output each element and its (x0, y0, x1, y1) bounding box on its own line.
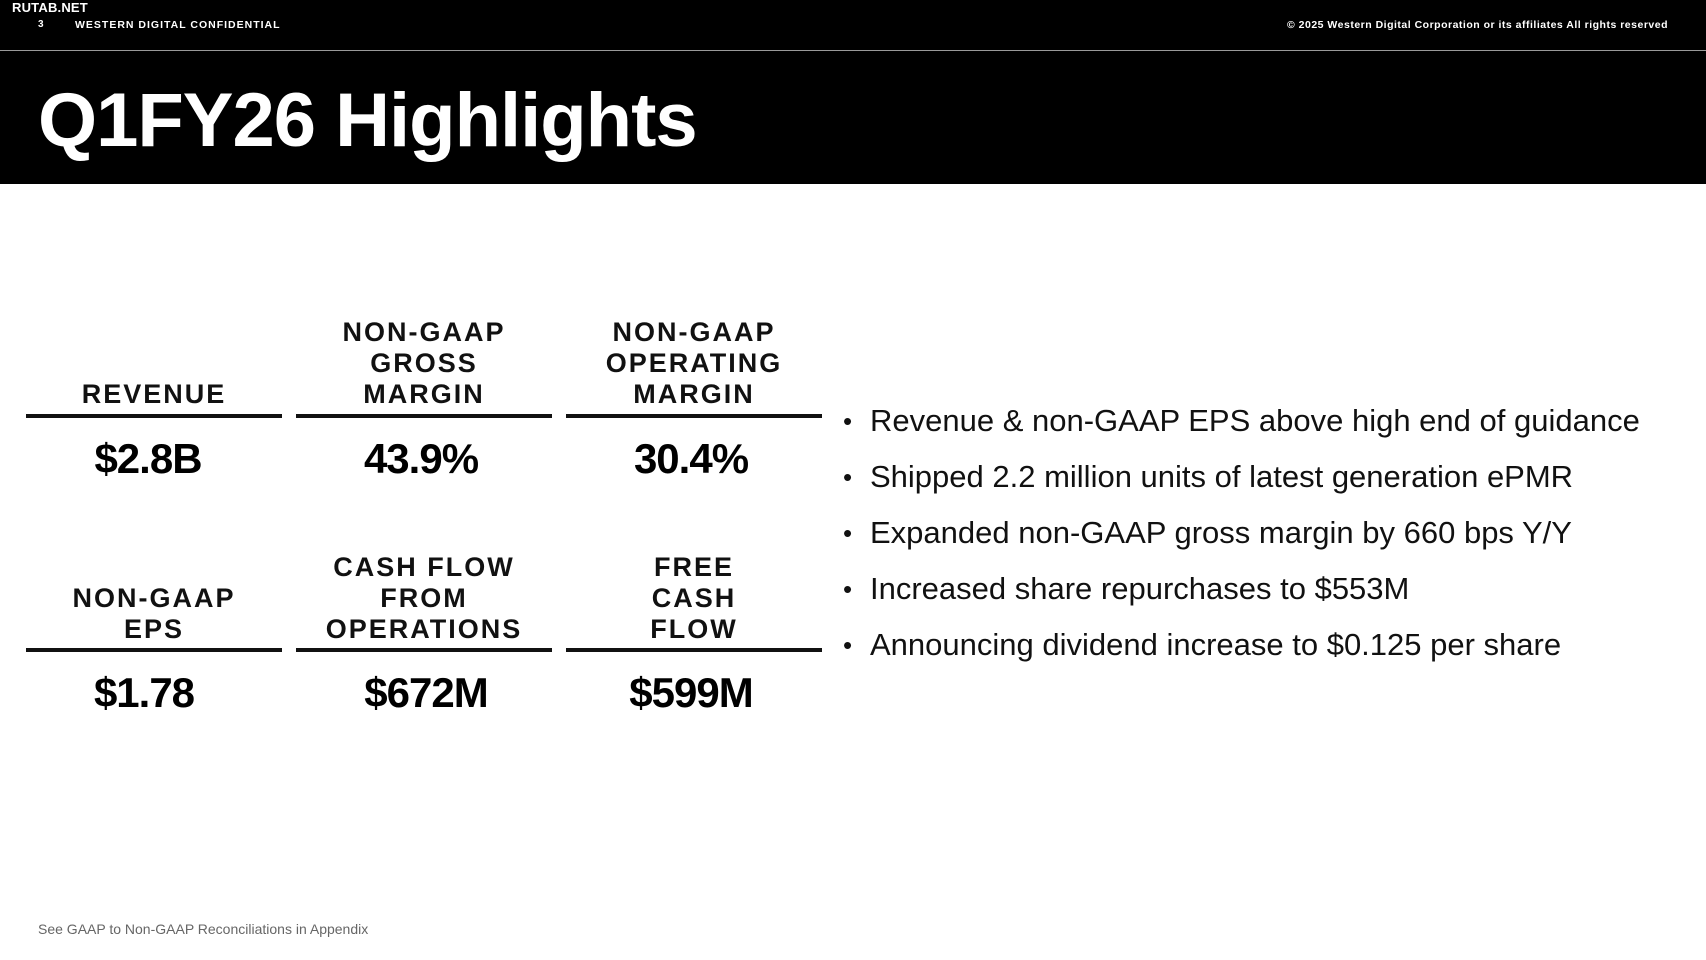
metric-divider (296, 648, 552, 652)
metric-label: CASH FLOW FROM OPERATIONS (325, 552, 523, 644)
metric-divider (566, 414, 822, 418)
metric-label: REVENUE (81, 379, 227, 409)
metric-eps: NON-GAAP EPS (26, 535, 282, 645)
metric-cash-flow-operations: CASH FLOW FROM OPERATIONS (296, 535, 552, 645)
highlights-list: Revenue & non-GAAP EPS above high end of… (843, 393, 1640, 673)
list-item: Announcing dividend increase to $0.125 p… (843, 617, 1640, 673)
list-item: Shipped 2.2 million units of latest gene… (843, 449, 1640, 505)
metric-divider (566, 648, 822, 652)
page-number: 3 (38, 19, 44, 30)
list-item: Increased share repurchases to $553M (843, 561, 1640, 617)
metric-value: 30.4% (633, 435, 749, 482)
metric-gross-margin: NON-GAAP GROSS MARGIN (296, 300, 552, 410)
list-item: Expanded non-GAAP gross margin by 660 bp… (843, 505, 1640, 561)
metric-value: $599M (629, 669, 753, 716)
metric-revenue: REVENUE (26, 300, 282, 410)
metric-value: 43.9% (363, 435, 479, 482)
metric-value: $2.8B (94, 435, 202, 482)
list-item: Revenue & non-GAAP EPS above high end of… (843, 393, 1640, 449)
metric-label: NON-GAAP EPS (72, 583, 236, 644)
metric-value: $672M (364, 669, 488, 716)
metric-divider (26, 648, 282, 652)
header-bar: RUTAB.NET 3 WESTERN DIGITAL CONFIDENTIAL… (0, 0, 1706, 184)
metric-label: NON-GAAP GROSS MARGIN (342, 317, 506, 409)
metric-divider (296, 414, 552, 418)
footnote: See GAAP to Non-GAAP Reconciliations in … (38, 921, 369, 937)
page-title: Q1FY26 Highlights (38, 78, 698, 163)
metric-divider (26, 414, 282, 418)
confidential-label: WESTERN DIGITAL CONFIDENTIAL (75, 19, 281, 31)
metric-operating-margin: NON-GAAP OPERATING MARGIN (566, 300, 822, 410)
copyright-notice: © 2025 Western Digital Corporation or it… (1287, 19, 1668, 31)
metric-value: $1.78 (93, 669, 195, 716)
watermark: RUTAB.NET (12, 0, 88, 15)
metric-label: FREE CASH FLOW (650, 552, 738, 644)
metric-label: NON-GAAP OPERATING MARGIN (605, 317, 783, 409)
header-divider (0, 50, 1706, 51)
metric-free-cash-flow: FREE CASH FLOW (566, 535, 822, 645)
